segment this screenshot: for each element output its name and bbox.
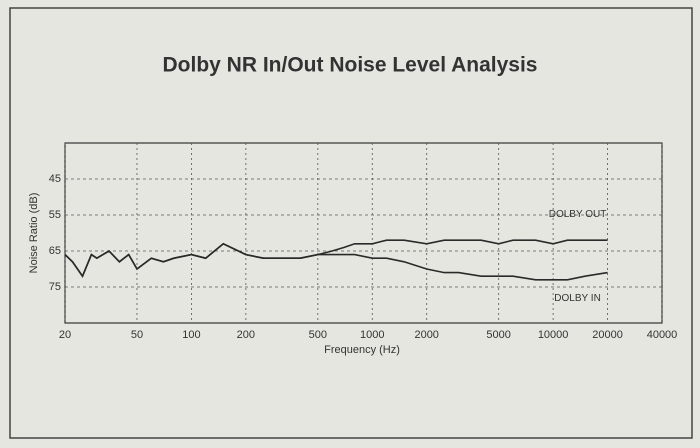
chart-title: Dolby NR In/Out Noise Level Analysis (163, 54, 538, 77)
y-axis-label: Noise Ratio (dB) (28, 193, 40, 274)
frame (9, 7, 693, 439)
x-tick-label: 20000 (592, 329, 623, 341)
series-label: DOLBY OUT (549, 209, 607, 220)
x-tick-label: 2000 (414, 329, 438, 341)
x-axis-label: Frequency (Hz) (324, 344, 400, 356)
y-tick-label: 75 (49, 281, 61, 293)
y-tick-label: 65 (49, 245, 61, 257)
x-tick-label: 500 (309, 329, 327, 341)
series-line (64, 242, 608, 281)
x-tick-label: 50 (131, 329, 143, 341)
series-line (64, 239, 608, 278)
y-tick-label: 55 (49, 209, 61, 221)
x-tick-label: 40000 (647, 329, 678, 341)
series-label: DOLBY IN (554, 293, 601, 304)
x-tick-label: 100 (182, 329, 200, 341)
x-tick-label: 5000 (486, 329, 510, 341)
x-tick-label: 1000 (360, 329, 384, 341)
x-tick-label: 10000 (538, 329, 569, 341)
y-tick-label: 45 (49, 173, 61, 185)
x-tick-label: 200 (237, 329, 255, 341)
x-tick-label: 20 (59, 329, 71, 341)
